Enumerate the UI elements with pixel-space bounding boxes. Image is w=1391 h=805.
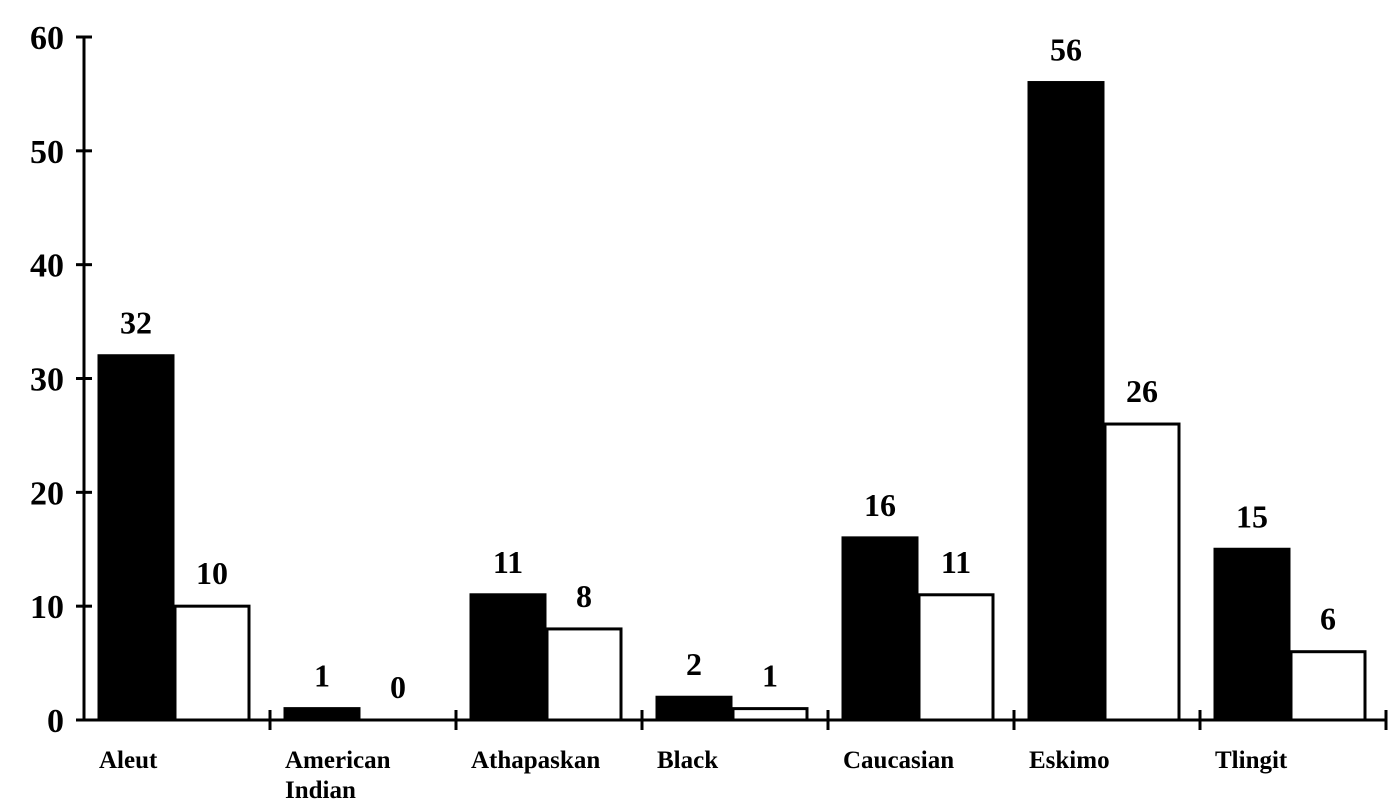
y-tick-label: 0 [47,703,64,740]
y-tick-label: 60 [30,20,64,57]
bar [97,354,175,722]
bars [97,81,1367,722]
bar [173,604,251,722]
category-label: Eskimo [1029,747,1110,774]
bar-value-label: 11 [941,544,971,580]
category-label: Caucasian [843,747,954,774]
bar [1027,81,1105,722]
y-tick-label: 30 [30,362,64,399]
bar [841,536,919,722]
bar-value-label: 16 [864,487,896,523]
bar-value-label: 11 [493,544,523,580]
bar-value-label: 2 [686,646,702,682]
bar [1289,650,1367,722]
category-label: Athapaskan [471,747,600,774]
bar [545,627,623,722]
y-tick-label: 20 [30,475,64,512]
bar [1103,422,1181,722]
y-axis: 0 10 20 30 40 50 60 [30,20,92,740]
bar-value-label: 8 [576,578,592,614]
bar [731,707,809,722]
category-label: Tlingit [1215,747,1288,774]
bar [469,593,547,722]
bar-value-label: 26 [1126,373,1158,409]
bar-value-label: 56 [1050,32,1082,68]
category-label: Aleut [99,747,158,774]
category-label: Indian [285,777,356,804]
bar-value-label: 15 [1236,498,1268,534]
y-tick-label: 50 [30,134,64,171]
category-label: American [285,747,391,774]
bar-value-label: 1 [314,658,330,694]
category-label: Black [657,747,718,774]
bar-value-label: 6 [1320,601,1336,637]
bar-value-label: 0 [390,669,406,705]
bar [655,695,733,722]
category-labels: Aleut American Indian Athapaskan Black Caucas… [99,747,1288,804]
bar-value-label: 1 [762,658,778,694]
bar [283,707,361,722]
bar [917,593,995,722]
y-tick-label: 10 [30,589,64,626]
bar [1213,547,1291,722]
bar-value-label: 32 [120,305,152,341]
y-tick-label: 40 [30,248,64,285]
bar-value-label: 10 [196,555,228,591]
